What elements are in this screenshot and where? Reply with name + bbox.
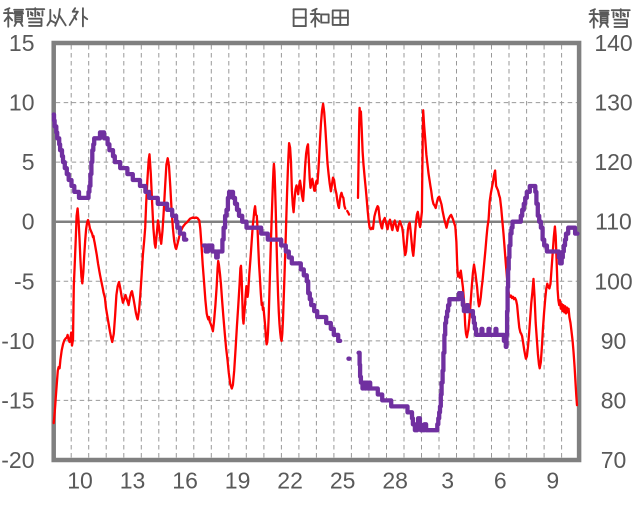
svg-text:-5: -5 [14,268,34,294]
svg-text:15: 15 [9,30,35,56]
svg-text:10: 10 [67,468,93,494]
svg-text:25: 25 [330,468,356,494]
svg-text:6: 6 [494,468,507,494]
svg-text:28: 28 [382,468,408,494]
svg-text:130: 130 [594,90,632,116]
svg-text:13: 13 [120,468,146,494]
svg-text:9: 9 [546,468,559,494]
svg-text:22: 22 [277,468,303,494]
svg-text:80: 80 [601,387,627,413]
svg-text:-20: -20 [1,447,34,473]
svg-text:110: 110 [595,209,632,235]
svg-text:140: 140 [594,30,632,56]
svg-text:0: 0 [22,209,35,235]
svg-text:100: 100 [594,268,632,294]
svg-text:5: 5 [22,149,35,175]
svg-text:16: 16 [172,468,198,494]
svg-text:19: 19 [225,468,251,494]
svg-text:3: 3 [441,468,454,494]
svg-text:-10: -10 [1,328,34,354]
svg-text:10: 10 [9,90,35,116]
svg-text:90: 90 [601,328,627,354]
svg-text:-15: -15 [1,387,34,413]
svg-text:70: 70 [601,447,627,473]
svg-text:120: 120 [594,149,632,175]
